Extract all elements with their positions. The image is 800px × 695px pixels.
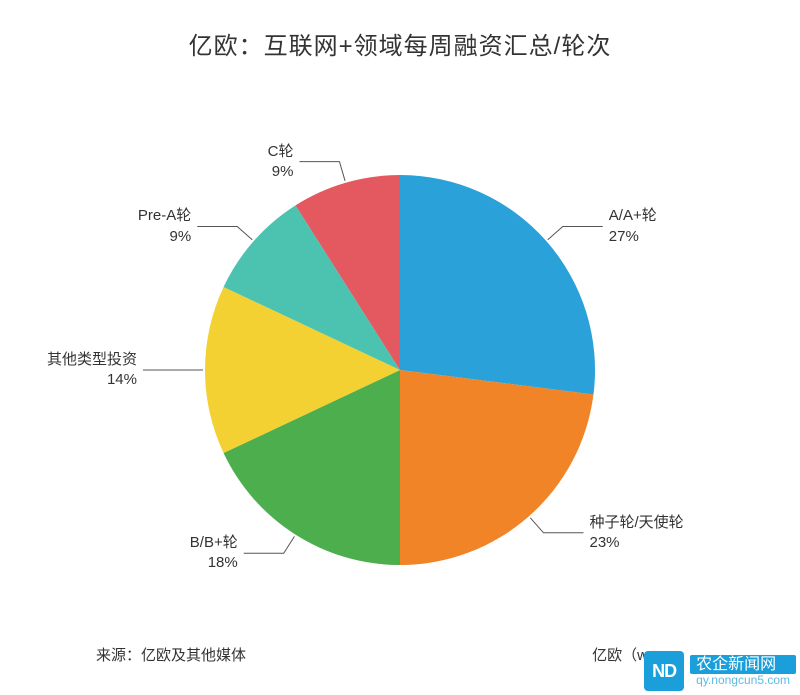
pie-label: 其他类型投资14% (47, 350, 137, 391)
pie-label: 种子轮/天使轮23% (590, 513, 684, 554)
brand-text: 亿欧（w (592, 644, 648, 665)
pie-label: A/A+轮27% (609, 206, 657, 247)
leader-line (530, 518, 583, 533)
watermark-text: 农企新闻网 qy.nongcun5.com (690, 655, 796, 688)
leader-line (197, 226, 252, 239)
watermark-url: qy.nongcun5.com (690, 674, 796, 687)
watermark: ND 农企新闻网 qy.nongcun5.com (644, 651, 796, 691)
pie-chart (0, 0, 800, 695)
pie-label: C轮9% (268, 142, 294, 183)
pie-label: B/B+轮18% (190, 533, 238, 574)
pie-slice (400, 175, 595, 394)
pie-label: Pre-A轮9% (138, 206, 191, 247)
watermark-cn: 农企新闻网 (690, 655, 796, 675)
leader-line (299, 162, 345, 181)
source-text: 来源：亿欧及其他媒体 (96, 644, 246, 665)
leader-line (548, 226, 603, 239)
watermark-badge-icon: ND (644, 651, 684, 691)
pie-slice (400, 370, 593, 565)
leader-line (244, 536, 295, 553)
